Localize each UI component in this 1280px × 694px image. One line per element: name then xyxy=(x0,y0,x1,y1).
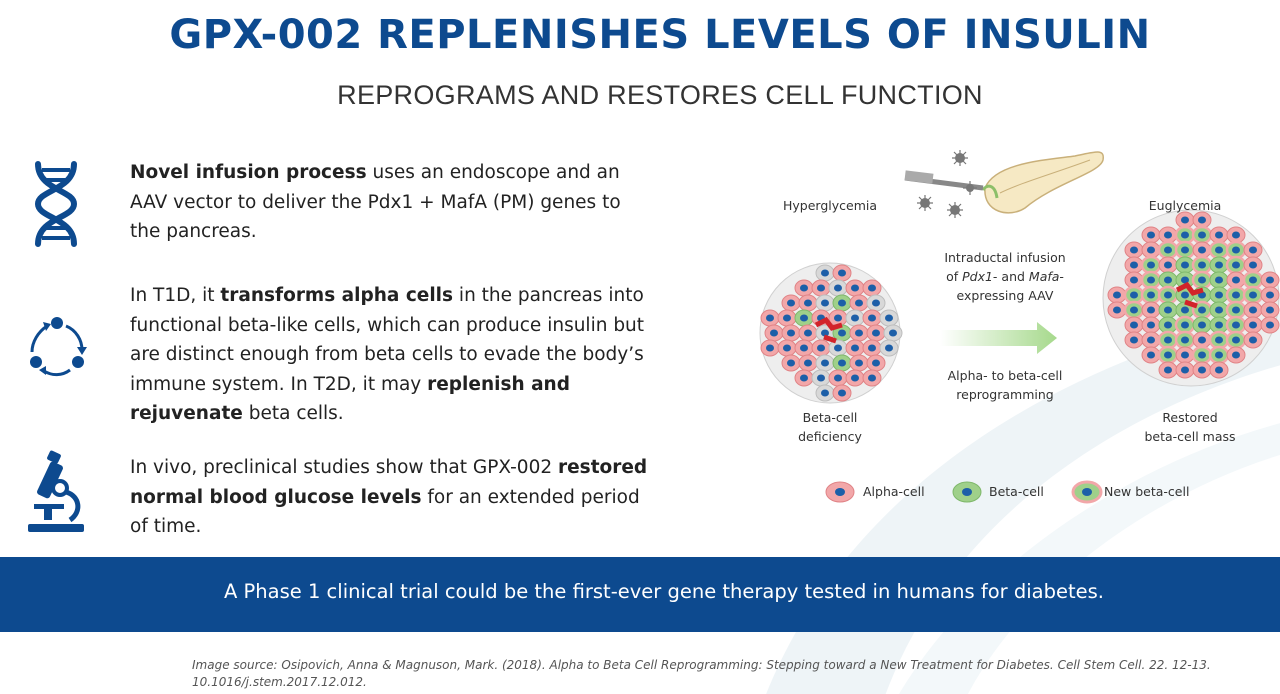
legend-new-beta-cell: New beta-cell xyxy=(1104,484,1190,499)
point-invivo-post: for an extended period of time. xyxy=(130,486,640,538)
islet-beta-deficiency xyxy=(759,262,903,404)
aav-particles xyxy=(917,150,977,218)
label-euglycemia: Euglycemia xyxy=(1148,198,1222,213)
banner-text: A Phase 1 clinical trial could be the fi… xyxy=(223,580,1105,603)
label-infusion: Intraductal infusion of Pdx1- and Mafa- … xyxy=(920,248,1090,305)
label-infusion-pre: of xyxy=(946,269,963,284)
label-infusion-line2: of Pdx1- and Mafa- xyxy=(920,267,1090,286)
label-infusion-mid: - and xyxy=(992,269,1029,284)
bottom-banner: A Phase 1 clinical trial could be the fi… xyxy=(0,557,1280,632)
label-reprog-line2: reprogramming xyxy=(956,387,1054,402)
point-infusion-bold: Novel infusion process xyxy=(130,162,367,183)
label-infusion-line3: expressing AAV xyxy=(956,288,1054,303)
point-alpha-post: beta cells. xyxy=(242,403,344,424)
point-alpha-cells: In T1D, it transforms alpha cells in the… xyxy=(130,281,650,429)
legend-swatches xyxy=(825,480,1103,504)
legend-beta-cell: Beta-cell xyxy=(989,484,1044,499)
image-source-citation: Image source: Osipovich, Anna & Magnuson… xyxy=(192,658,1211,689)
point-alpha-mid: in the pancreas into functional beta-lik… xyxy=(130,285,645,395)
legend-alpha-cell: Alpha-cell xyxy=(863,484,925,499)
reprogramming-figure: Hyperglycemia Euglycemia Intraductal inf… xyxy=(755,138,1280,518)
label-infusion-gene1: Pdx1 xyxy=(962,269,993,284)
page-subtitle: REPROGRAMS AND RESTORES CELL FUNCTION xyxy=(337,80,983,110)
point-invivo-bold: restored normal blood glucose levels xyxy=(130,457,648,508)
point-alpha-bold2: replenish and rejuvenate xyxy=(130,373,570,425)
microscope-icon xyxy=(28,450,84,532)
green-arrow xyxy=(940,322,1057,354)
cycle-arrows-icon xyxy=(30,317,87,377)
label-infusion-gene2: Mafa xyxy=(1028,269,1060,284)
page-title: GPX-002 REPLENISHES LEVELS OF INSULIN xyxy=(169,12,1151,58)
figure-graphics xyxy=(759,150,1280,504)
point-infusion: Novel infusion process uses an endoscope… xyxy=(130,158,650,247)
label-infusion-line1: Intraductal infusion xyxy=(944,250,1066,265)
label-infusion-post: - xyxy=(1059,269,1064,284)
label-restored-line2: beta-cell mass xyxy=(1144,429,1236,444)
label-restored-line1: Restored xyxy=(1162,410,1218,425)
dna-icon xyxy=(34,161,78,247)
label-reprogramming: Alpha- to beta-cell reprogramming xyxy=(920,366,1090,404)
islet-restored xyxy=(1102,209,1280,387)
label-hyperglycemia: Hyperglycemia xyxy=(782,198,878,213)
label-deficiency-line1: Beta-cell xyxy=(802,410,858,425)
point-infusion-text: uses an endoscope and an AAV vector to d… xyxy=(130,162,621,242)
label-deficiency-line2: deficiency xyxy=(798,429,862,444)
pancreas-illustration xyxy=(981,151,1104,214)
label-restored-mass: Restored beta-cell mass xyxy=(1105,408,1275,446)
point-alpha-pre: In T1D, it xyxy=(130,285,221,306)
point-alpha-bold: transforms alpha cells xyxy=(220,285,454,306)
point-invivo-pre: In vivo, preclinical studies show that G… xyxy=(130,457,559,478)
label-reprog-line1: Alpha- to beta-cell xyxy=(947,368,1063,383)
point-in-vivo: In vivo, preclinical studies show that G… xyxy=(130,453,650,542)
label-beta-deficiency: Beta-cell deficiency xyxy=(755,408,905,446)
